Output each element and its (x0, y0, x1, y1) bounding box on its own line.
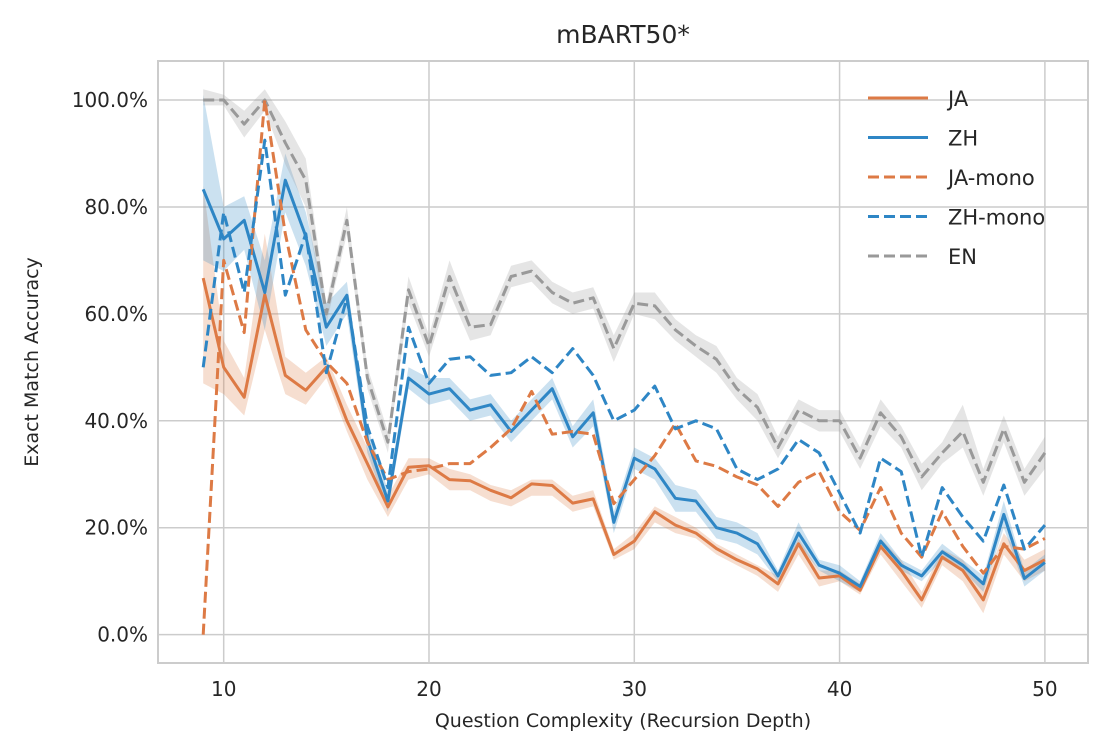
series-line-ja-mono (201, 98, 1046, 635)
legend-label-zh: ZH (948, 127, 978, 151)
y-tick-label: 100.0% (72, 88, 148, 112)
y-tick-label: 80.0% (84, 195, 148, 219)
y-tick-label: 0.0% (97, 623, 148, 647)
band-en (203, 89, 1045, 496)
x-tick-labels: 10 20 30 40 50 (211, 677, 1058, 701)
y-tick-label: 60.0% (84, 302, 148, 326)
legend-label-ja: JA (946, 87, 969, 111)
x-tick-label: 10 (211, 677, 236, 701)
plot-area (157, 60, 1089, 664)
x-tick-label: 30 (622, 677, 647, 701)
x-tick-label: 40 (827, 677, 852, 701)
y-tick-labels: 0.0% 20.0% 40.0% 60.0% 80.0% 100.0% (72, 88, 148, 647)
x-axis-title: Question Complexity (Recursion Depth) (435, 710, 811, 732)
y-axis-title: Exact Match Accuracy (21, 257, 43, 467)
legend: JA ZH JA-mono ZH-mono EN (868, 87, 1045, 269)
legend-label-ja-mono: JA-mono (946, 166, 1035, 190)
series-line-ja (201, 277, 1046, 602)
series-line-en (203, 98, 1047, 484)
legend-label-en: EN (948, 245, 977, 269)
grid (158, 61, 1088, 663)
plot-frame (157, 60, 1089, 664)
legend-label-zh-mono: ZH-mono (948, 206, 1045, 230)
chart-title: mBART50* (556, 20, 690, 49)
series-lines (201, 98, 1047, 635)
y-tick-label: 40.0% (84, 409, 148, 433)
y-tick-label: 20.0% (84, 516, 148, 540)
x-tick-label: 20 (416, 677, 441, 701)
x-tick-label: 50 (1032, 677, 1057, 701)
series-line-zh-mono (201, 138, 1047, 559)
